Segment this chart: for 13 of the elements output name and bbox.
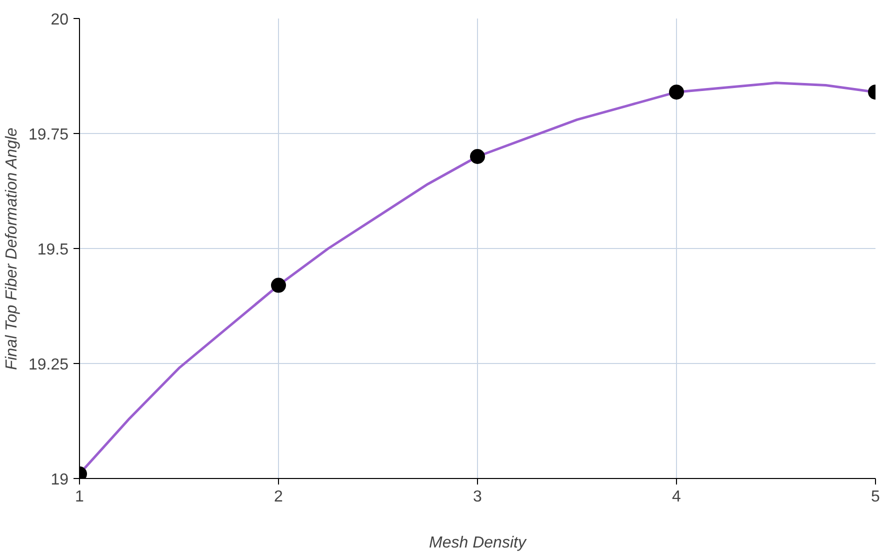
x-axis-title: Mesh Density [429,534,527,552]
x-tick-label: 3 [473,488,482,506]
x-tick-label: 5 [871,488,880,506]
x-tick-label: 2 [274,488,284,506]
y-tick-label: 19.25 [28,356,69,374]
y-tick-label: 19.5 [37,242,69,258]
y-tick-label: 19.75 [28,126,69,144]
x-tick-label: 4 [672,488,682,506]
y-tick-label: 20 [50,12,69,28]
y-tick-label: 19 [50,472,69,488]
x-tick-label: 1 [75,488,84,506]
point [470,149,485,164]
y-axis-title: Final Top Fiber Deformation Angle [3,127,20,370]
